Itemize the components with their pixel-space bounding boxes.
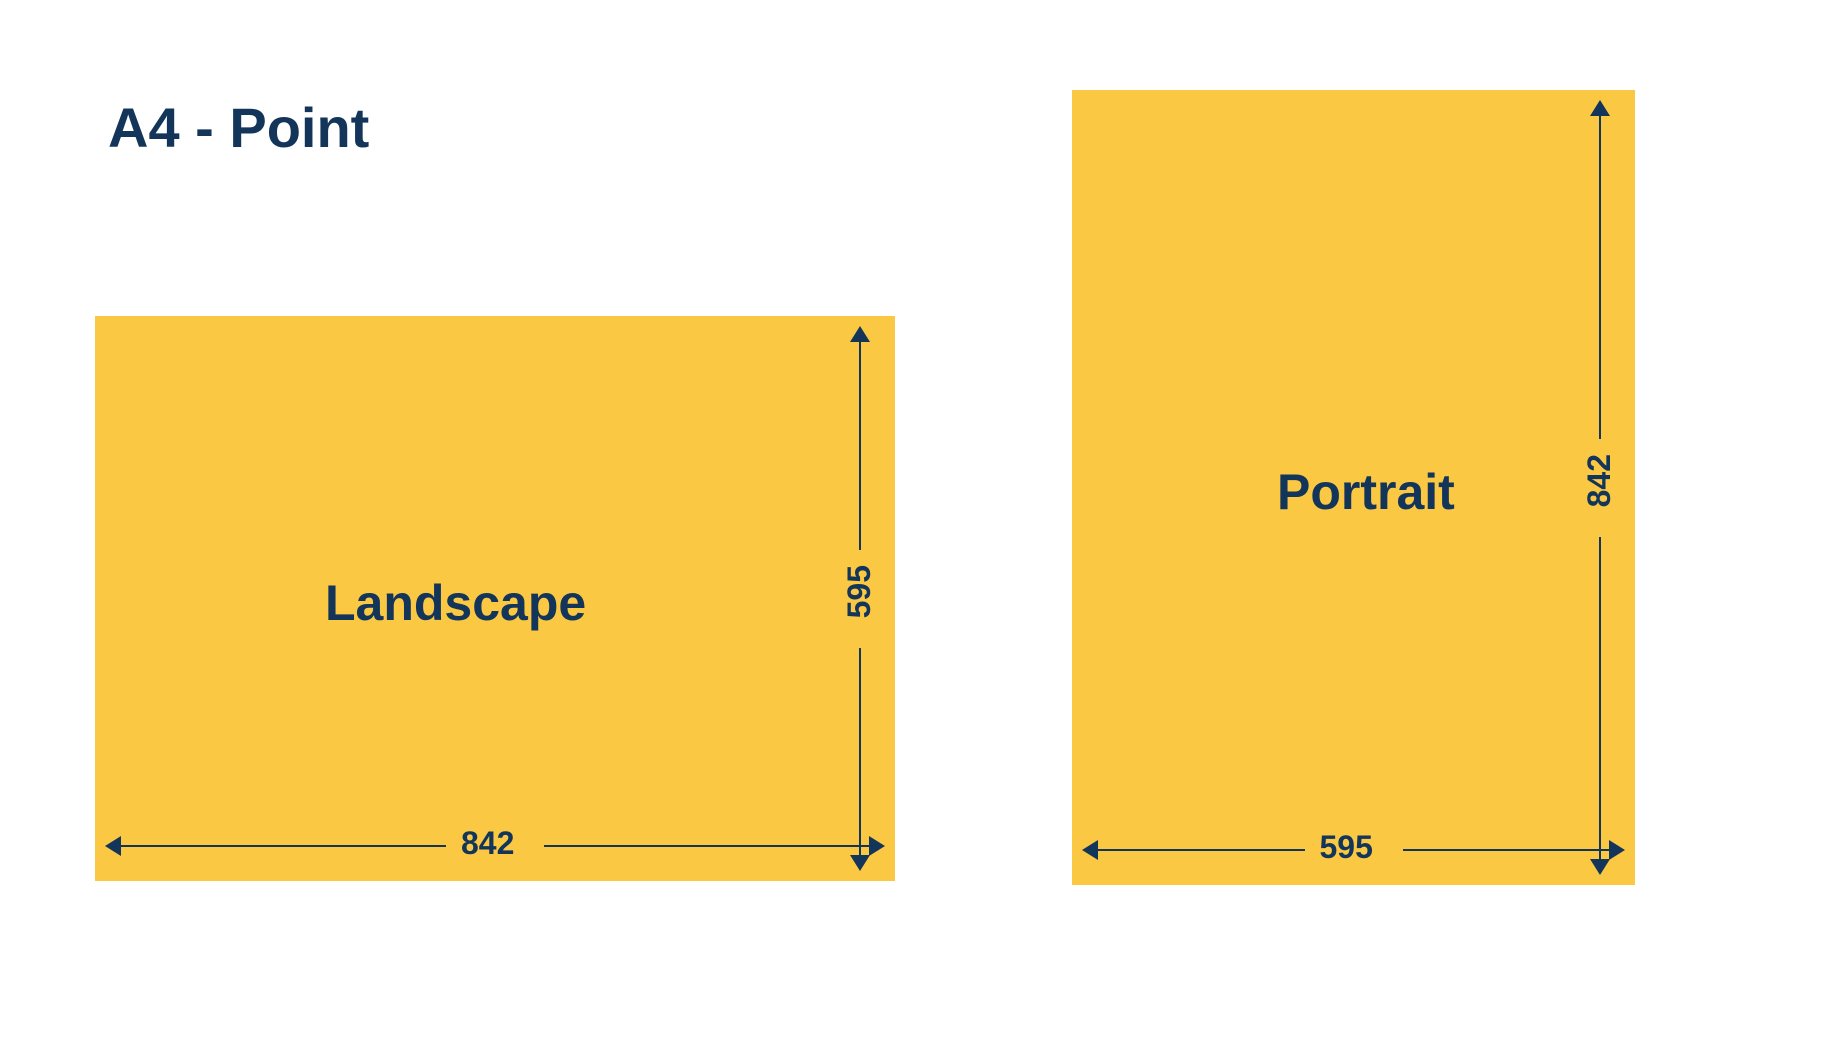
portrait-height-value: 842 — [1581, 454, 1618, 507]
landscape-box: Landscape — [95, 316, 895, 881]
portrait-width-value: 595 — [1320, 829, 1373, 866]
landscape-label: Landscape — [325, 574, 586, 632]
landscape-height-value: 595 — [841, 565, 878, 618]
landscape-width-value: 842 — [461, 825, 514, 862]
diagram-title: A4 - Point — [108, 95, 369, 160]
portrait-label: Portrait — [1277, 463, 1455, 521]
portrait-box: Portrait — [1072, 90, 1635, 885]
